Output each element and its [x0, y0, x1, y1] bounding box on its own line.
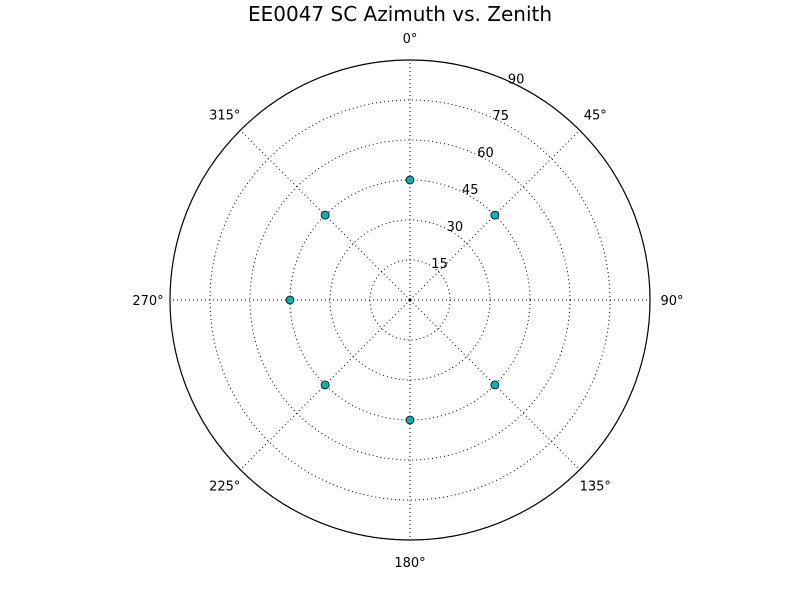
radial-tick-label: 30 — [447, 220, 464, 235]
angle-tick-label: 90° — [660, 294, 683, 309]
radial-tick-label: 45 — [462, 183, 479, 198]
data-point — [490, 210, 500, 220]
data-point — [405, 175, 415, 185]
angle-tick-label: 270° — [132, 294, 163, 309]
data-point — [320, 210, 330, 220]
data-point — [285, 295, 295, 305]
angle-tick-label: 180° — [394, 556, 425, 571]
chart-title: EE0047 SC Azimuth vs. Zenith — [247, 2, 553, 26]
outer-circle — [169, 59, 651, 541]
radial-tick-label: 60 — [477, 146, 494, 161]
radial-tick-label: 75 — [493, 109, 510, 124]
radial-tick-labels: 15 30 45 60 75 90 — [431, 72, 524, 272]
data-points — [285, 175, 500, 425]
data-point — [408, 298, 412, 302]
angle-tick-label: 315° — [209, 109, 240, 124]
radial-tick-label: 15 — [431, 257, 448, 272]
data-point — [320, 380, 330, 390]
angle-tick-labels: 0° 45° 90° 135° 180° 225° 270° 315° — [132, 32, 683, 571]
plot-frame — [169, 59, 651, 541]
angle-tick-label: 0° — [403, 32, 418, 47]
angle-tick-label: 45° — [584, 109, 607, 124]
data-point — [490, 380, 500, 390]
angle-tick-label: 225° — [209, 479, 240, 494]
data-point — [405, 415, 415, 425]
angle-tick-label: 135° — [580, 479, 611, 494]
radial-tick-label: 90 — [508, 72, 525, 87]
